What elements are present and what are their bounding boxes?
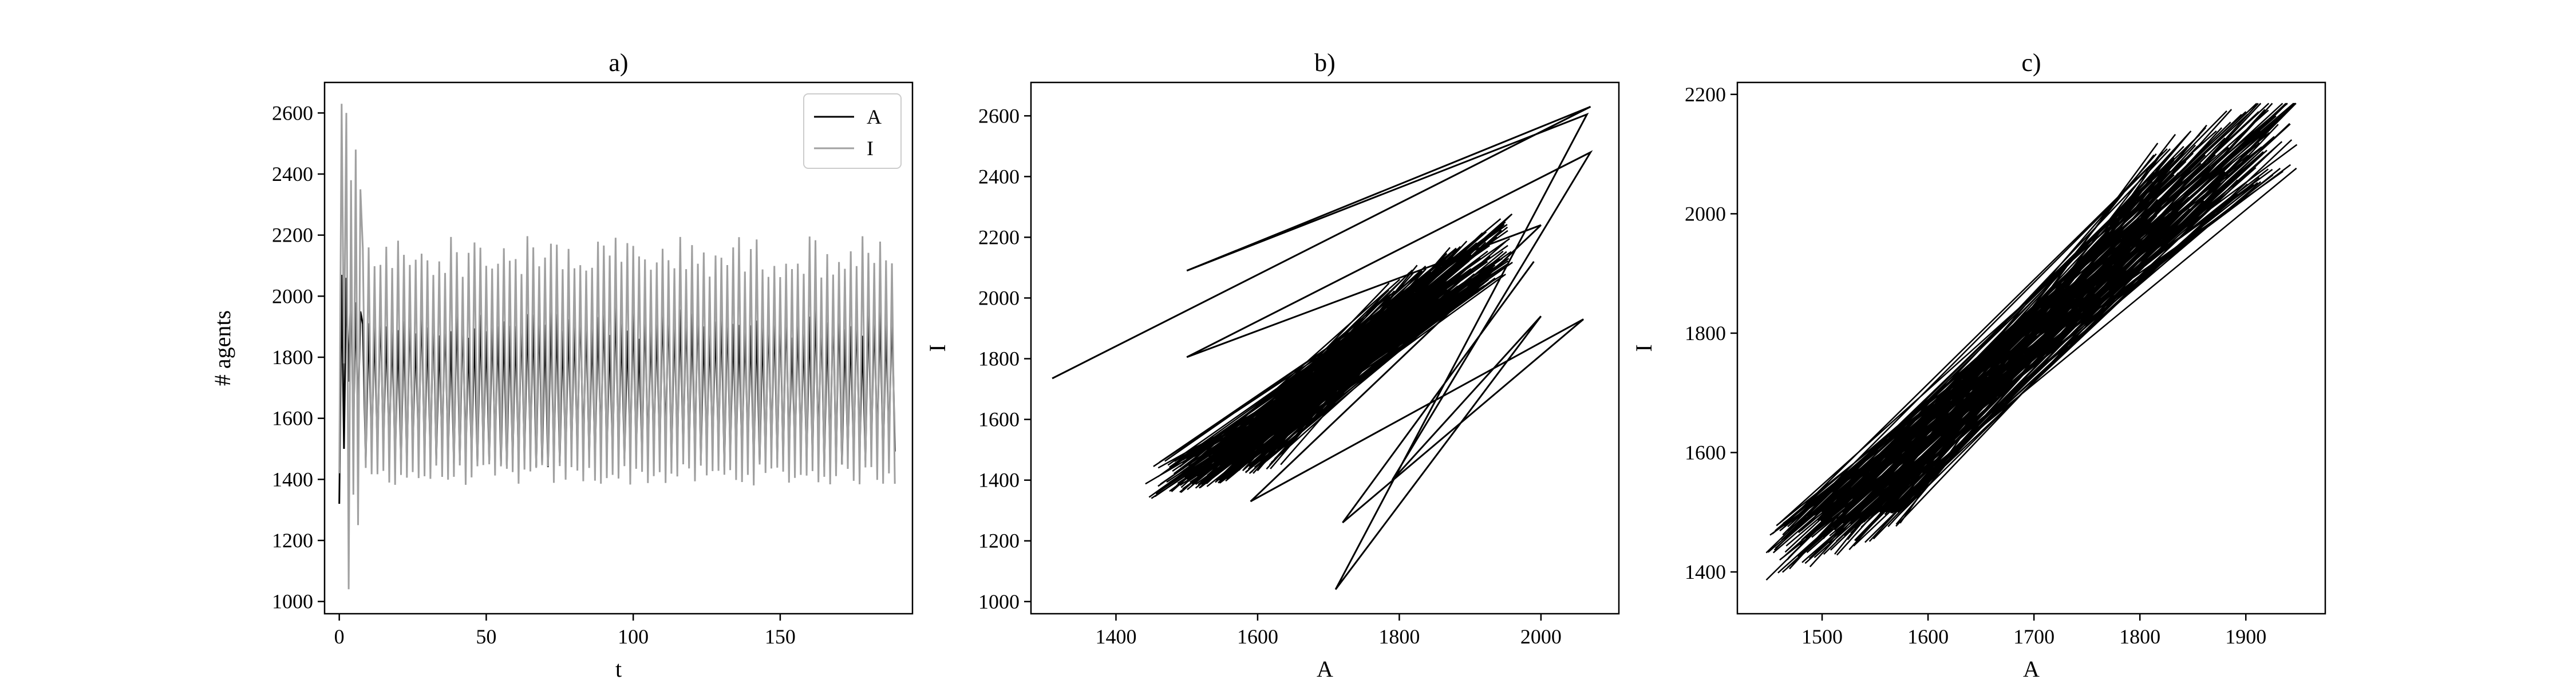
y-tick-label: 1400 xyxy=(1685,560,1726,583)
legend-entry-A: A xyxy=(867,105,882,128)
y-tick-label: 2400 xyxy=(978,165,1020,188)
x-tick-label: 1400 xyxy=(1095,625,1136,648)
x-tick-label: 100 xyxy=(618,625,649,648)
y-tick-label: 2200 xyxy=(978,226,1020,248)
axes-frame xyxy=(1030,81,1620,615)
panel-title: a) xyxy=(609,49,628,77)
series-line-I xyxy=(338,104,896,590)
y-tick-label: 2400 xyxy=(272,163,313,185)
plot-area xyxy=(1765,102,2298,581)
y-tick-label: 1800 xyxy=(1685,322,1726,345)
plot-area xyxy=(1052,106,1593,590)
x-tick-label: 150 xyxy=(765,625,796,648)
attractor-trajectory-line xyxy=(1765,102,2298,581)
legend-entry-I: I xyxy=(867,137,874,160)
x-tick-label: 1500 xyxy=(1801,625,1843,648)
y-tick-label: 1400 xyxy=(978,469,1020,492)
x-tick-label: 1600 xyxy=(1907,625,1949,648)
axes-frame xyxy=(1736,81,2326,615)
x-tick-label: 1600 xyxy=(1237,625,1278,648)
x-axis-label: t xyxy=(615,656,622,682)
panel-title: b) xyxy=(1314,49,1336,77)
x-tick-label: 1700 xyxy=(2013,625,2055,648)
x-tick-label: 1900 xyxy=(2225,625,2266,648)
y-tick-label: 1000 xyxy=(272,590,313,613)
x-tick-label: 1800 xyxy=(2119,625,2160,648)
y-tick-label: 2000 xyxy=(272,285,313,307)
y-tick-label: 2000 xyxy=(1685,202,1726,225)
y-axis-label: # agents xyxy=(210,310,235,386)
y-tick-label: 1600 xyxy=(978,408,1020,431)
x-axis-label: A xyxy=(2023,656,2040,682)
x-tick-label: 2000 xyxy=(1520,625,1562,648)
y-axis-label: I xyxy=(1631,344,1657,352)
axes-frame xyxy=(323,81,914,615)
x-tick-label: 0 xyxy=(334,625,345,648)
legend-box xyxy=(803,93,902,169)
y-tick-label: 1200 xyxy=(978,530,1020,552)
panel-b: 1400 1600 1800 2000 1000 1200 1400 1600 1800 2000… xyxy=(924,49,1620,682)
y-tick-label: 2600 xyxy=(978,104,1020,127)
y-tick-label: 1000 xyxy=(978,590,1020,613)
x-tick-label: 1800 xyxy=(1378,625,1420,648)
y-tick-label: 2000 xyxy=(978,287,1020,310)
x-axis-label: A xyxy=(1317,656,1333,682)
panel-c: 1500 1600 1700 1800 1900 1400 1600 1800 2000 2200… xyxy=(1631,49,2326,682)
attractor-trajectory-line xyxy=(1145,213,1513,499)
y-tick-label: 1200 xyxy=(272,529,313,552)
y-tick-label: 2600 xyxy=(272,101,313,124)
legend: AI xyxy=(803,93,902,169)
y-tick-label: 2200 xyxy=(1685,83,1726,106)
y-tick-label: 1600 xyxy=(1685,441,1726,464)
y-tick-label: 1800 xyxy=(272,346,313,369)
panel-title: c) xyxy=(2021,49,2041,77)
y-tick-label: 2200 xyxy=(272,224,313,247)
panel-a: 0 50 100 150 1000 1200 1400 1600 1800 2000 2200 240… xyxy=(210,49,914,682)
y-axis-label: I xyxy=(924,344,950,352)
y-tick-label: 1400 xyxy=(272,468,313,491)
x-tick-label: 50 xyxy=(476,625,496,648)
transient-trajectory-line xyxy=(1052,106,1593,590)
plot-area xyxy=(338,104,896,590)
y-tick-label: 1600 xyxy=(272,407,313,430)
y-tick-label: 1800 xyxy=(978,348,1020,370)
